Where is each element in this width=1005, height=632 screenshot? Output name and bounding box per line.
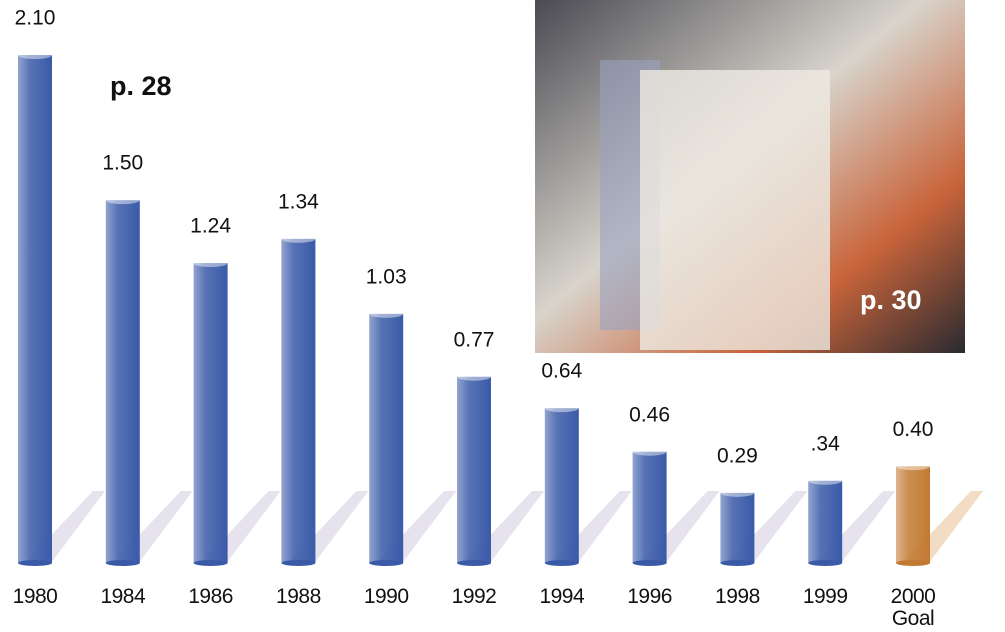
- value-label: 0.64: [541, 360, 582, 383]
- bar-base: [193, 560, 228, 566]
- value-label: 0.46: [629, 403, 670, 426]
- value-label: 0.40: [893, 418, 934, 441]
- x-tick-label: 1990: [363, 585, 409, 608]
- value-label: 1.50: [102, 152, 143, 175]
- bar: [457, 376, 491, 563]
- bar: [193, 263, 228, 563]
- x-tick-label: 1980: [12, 585, 58, 608]
- bar-top: [193, 259, 228, 268]
- value-label: 1.34: [278, 190, 319, 213]
- bar: [632, 451, 667, 563]
- bar-base: [720, 560, 755, 566]
- bar-base: [896, 560, 930, 566]
- bar-top: [808, 476, 843, 485]
- bar: [281, 238, 316, 563]
- bar: [369, 313, 404, 563]
- bar-base: [544, 560, 579, 566]
- bar-base: [369, 560, 404, 566]
- bar-top: [544, 404, 579, 413]
- x-tick-label: 1984: [100, 585, 146, 608]
- page-ref: p. 30: [860, 285, 922, 315]
- bar-top: [896, 462, 930, 471]
- x-tick-label: 1988: [276, 585, 321, 608]
- bar-base: [808, 560, 843, 566]
- value-label: 1.03: [366, 265, 407, 288]
- bar: [720, 492, 755, 563]
- bar: [896, 466, 930, 563]
- bar-base: [632, 560, 667, 566]
- value-label: 0.77: [454, 328, 495, 351]
- bar: [808, 480, 843, 563]
- bar-top: [457, 372, 491, 381]
- bar-base: [105, 560, 140, 566]
- value-label: 1.24: [190, 215, 231, 238]
- bar-top: [105, 196, 140, 205]
- bar: [18, 55, 52, 563]
- bar-base: [18, 560, 52, 566]
- value-label: .34: [811, 432, 841, 455]
- x-tick-label: 2000 Goal: [890, 585, 936, 630]
- bar-top: [369, 309, 404, 318]
- bar-top: [720, 488, 755, 497]
- value-label: 0.29: [717, 444, 758, 467]
- bar-top: [281, 234, 316, 243]
- bar-top: [18, 51, 52, 59]
- bar-top: [632, 447, 667, 456]
- x-tick-label: 1996: [627, 585, 672, 608]
- bar: [105, 200, 140, 563]
- x-tick-label: 1992: [451, 585, 497, 608]
- x-tick-label: 1986: [188, 585, 233, 608]
- x-tick-label: 1998: [715, 585, 760, 608]
- photo-figure: [640, 70, 830, 350]
- x-tick-label: 1999: [802, 585, 848, 608]
- bar-base: [457, 560, 491, 566]
- page-ref: p. 28: [110, 71, 172, 101]
- bar: [544, 408, 579, 563]
- value-label: 2.10: [15, 7, 56, 30]
- x-tick-label: 1994: [539, 585, 585, 608]
- bar-base: [281, 560, 316, 566]
